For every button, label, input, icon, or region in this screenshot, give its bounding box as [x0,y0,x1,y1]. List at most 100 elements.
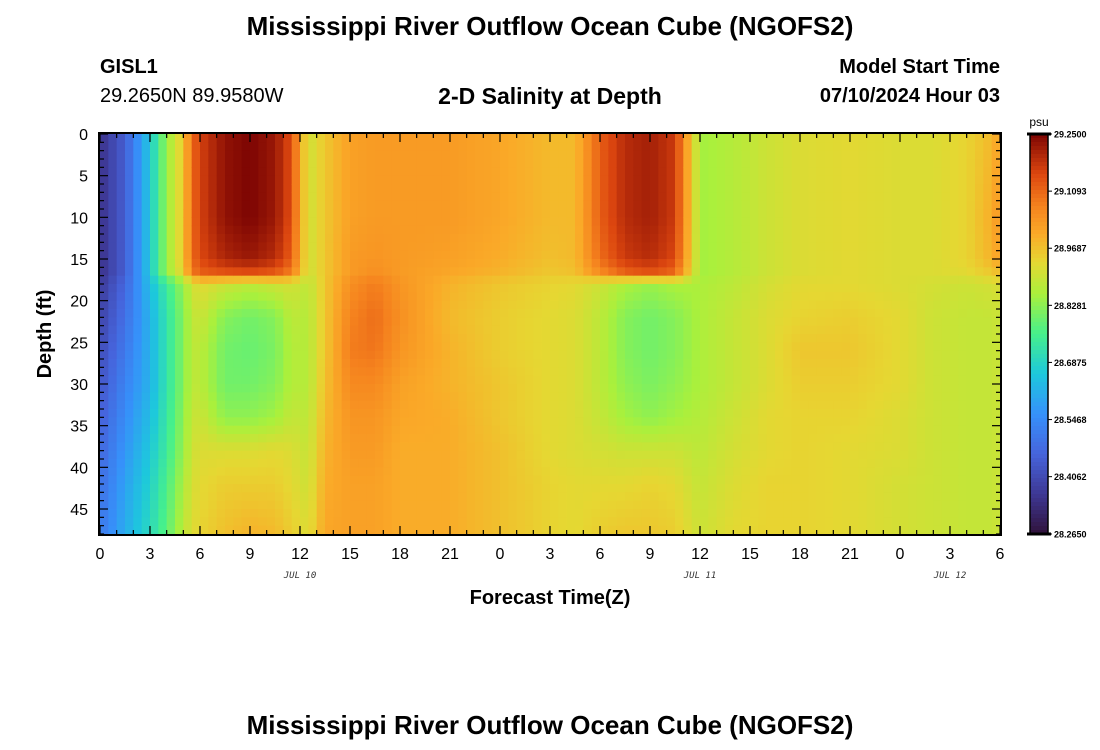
heatmap-cell [875,350,884,360]
heatmap-cell [458,425,468,435]
heatmap-cell [441,184,451,193]
heatmap-cell [900,267,909,277]
heatmap-cell [825,300,834,310]
heatmap-cell [191,234,201,243]
heatmap-cell [141,167,151,177]
heatmap-cell [125,159,134,168]
heatmap-cell [583,184,593,193]
heatmap-cell [325,442,334,452]
heatmap-cell [908,450,918,460]
heatmap-cell [116,184,126,193]
heatmap-cell [183,500,193,510]
heatmap-cell [350,242,359,252]
heatmap-cell [866,409,876,418]
heatmap-cell [691,309,701,318]
heatmap-cell [783,375,793,385]
heatmap-cell [583,309,593,318]
heatmap-cell [825,275,834,285]
heatmap-cell [108,400,118,410]
heatmap-cell [300,234,309,243]
heatmap-cell [425,309,434,318]
heatmap-cell [183,250,193,260]
heatmap-cell [891,275,901,285]
heatmap-cell [583,367,593,377]
heatmap-cell [325,367,334,377]
heatmap-cell [250,300,259,310]
heatmap-cell [358,175,368,185]
heatmap-cell [625,150,634,160]
heatmap-cell [925,400,934,410]
heatmap-cell [141,309,151,318]
heatmap-cell [275,192,284,202]
heatmap-cell [741,509,751,518]
heatmap-cell [658,509,668,518]
heatmap-cell [866,217,876,227]
heatmap-cell [283,392,293,402]
heatmap-cell [400,375,409,385]
heatmap-cell [700,492,709,502]
heatmap-cell [350,225,359,235]
heatmap-cell [316,200,326,210]
heatmap-cell [625,159,634,168]
heatmap-cell [191,242,201,252]
heatmap-cell [691,425,701,435]
heatmap-cell [550,459,559,468]
heatmap-cell [350,359,359,368]
heatmap-cell [175,409,184,418]
heatmap-cell [816,459,826,468]
heatmap-cell [916,409,926,418]
heatmap-cell [408,384,418,393]
heatmap-cell [816,242,826,252]
heatmap-cell [775,234,784,243]
heatmap-cell [341,142,351,152]
heatmap-cell [300,334,309,343]
heatmap-cell [741,234,751,243]
heatmap-cell [516,342,526,352]
heatmap-cell [275,225,284,235]
heatmap-cell [208,475,218,485]
heatmap-cell [241,159,251,168]
heatmap-cell [183,234,193,243]
heatmap-cell [241,400,251,410]
heatmap-cell [833,384,843,393]
heatmap-cell [841,192,851,202]
heatmap-cell [925,167,934,177]
heatmap-cell [141,500,151,510]
heatmap-cell [366,342,376,352]
heatmap-cell [700,134,709,143]
heatmap-cell [108,184,118,193]
heatmap-cell [816,317,826,327]
heatmap-cell [633,342,643,352]
heatmap-cell [641,325,651,335]
heatmap-cell [816,509,826,518]
heatmap-cell [466,425,476,435]
heatmap-cell [925,250,934,260]
heatmap-cell [841,525,851,535]
heatmap-cell [541,200,551,210]
heatmap-cell [450,417,459,427]
heatmap-cell [508,300,518,310]
heatmap-cell [483,300,493,310]
heatmap-cell [150,275,159,285]
heatmap-cell [816,367,826,377]
heatmap-cell [100,525,109,535]
heatmap-cell [183,517,193,527]
heatmap-cell [583,317,593,327]
heatmap-cell [375,375,384,385]
heatmap-cell [191,342,201,352]
heatmap-cell [883,142,893,152]
heatmap-cell [750,267,759,277]
heatmap-cell [925,417,934,427]
heatmap-cell [858,367,868,377]
heatmap-cell [466,209,476,218]
heatmap-cell [900,342,909,352]
heatmap-cell [183,342,193,352]
heatmap-cell [133,259,143,268]
heatmap-cell [483,159,493,168]
heatmap-cell [808,142,818,152]
heatmap-cell [675,525,684,535]
heatmap-cell [341,242,351,252]
heatmap-cell [500,134,509,143]
heatmap-cell [483,509,493,518]
heatmap-cell [850,450,859,460]
